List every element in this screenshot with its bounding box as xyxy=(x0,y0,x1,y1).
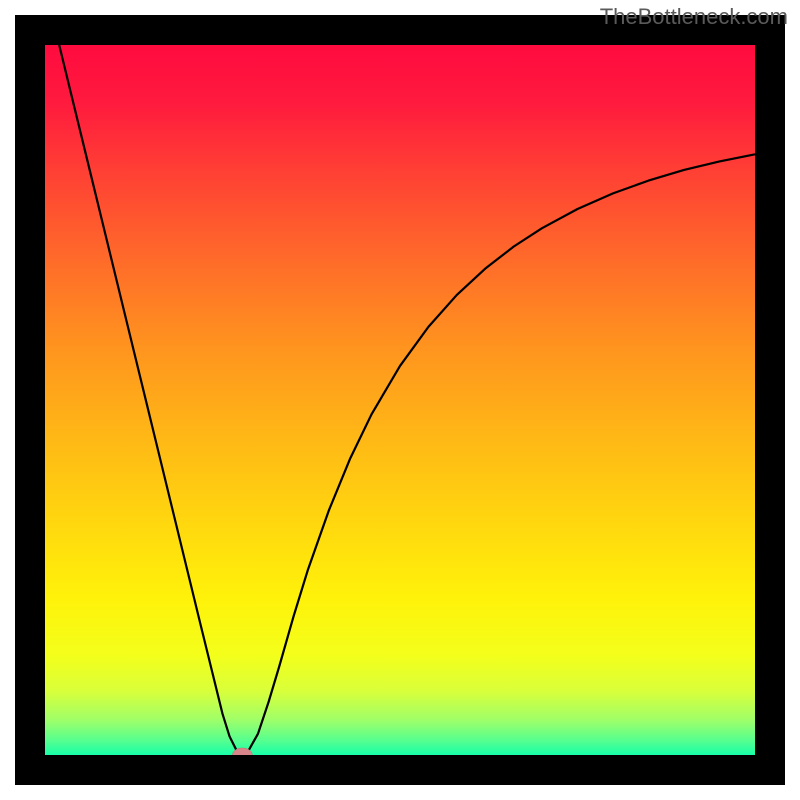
watermark-text: TheBottleneck.com xyxy=(600,4,788,30)
bottleneck-chart: TheBottleneck.com xyxy=(0,0,800,800)
plot-background xyxy=(45,45,755,755)
chart-svg xyxy=(0,0,800,800)
